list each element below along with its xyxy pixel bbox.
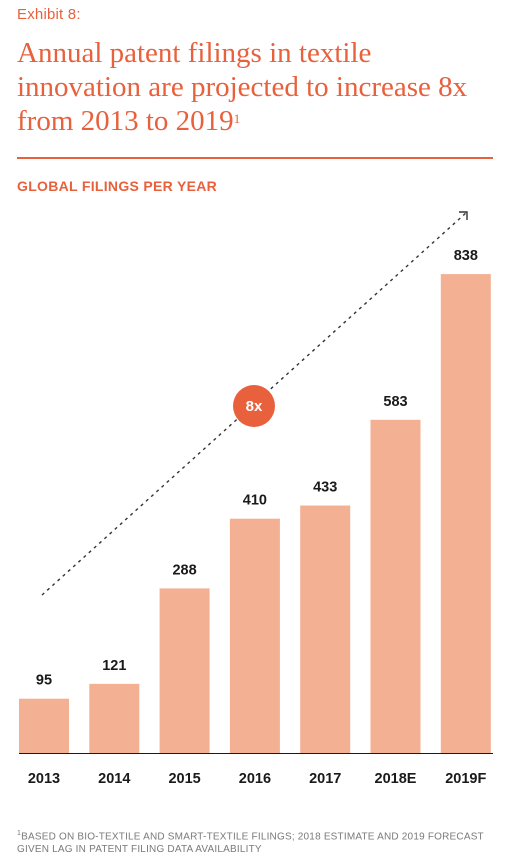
- x-tick-label: 2019F: [445, 771, 486, 787]
- data-label: 288: [172, 562, 196, 578]
- data-label: 410: [243, 493, 267, 509]
- data-label: 95: [36, 673, 52, 689]
- x-tick-label: 2016: [239, 771, 271, 787]
- bar-2017: [300, 505, 351, 753]
- x-tick-label: 2015: [168, 771, 200, 787]
- title-footnote-mark: 1: [233, 111, 241, 126]
- data-label: 838: [454, 248, 478, 264]
- growth-badge-label: 8x: [246, 398, 263, 415]
- chart-subtitle: GLOBAL FILINGS PER YEAR: [17, 178, 218, 194]
- bar-chart: 95 2013 121 2014 288 2015 410 2016 433 2017 583 201…: [19, 211, 493, 787]
- footnote-mark: 1: [17, 830, 22, 837]
- bar-2016: [229, 518, 280, 753]
- data-label: 583: [383, 394, 407, 410]
- trend-arrow-head: [459, 211, 468, 220]
- title-text: Annual patent filings in textile innovat…: [17, 37, 468, 137]
- x-tick-label: 2017: [309, 771, 341, 787]
- footnote: 1BASED ON BIO-TEXTILE AND SMART-TEXTILE …: [17, 827, 497, 856]
- bar-2015: [159, 588, 210, 753]
- title-divider: [17, 157, 493, 159]
- x-tick-label: 2014: [98, 771, 130, 787]
- footnote-text: BASED ON BIO-TEXTILE AND SMART-TEXTILE F…: [17, 831, 484, 856]
- growth-badge: [233, 385, 275, 427]
- data-label: 121: [102, 658, 126, 674]
- bar-2014: [89, 683, 140, 753]
- trend-arrow-line: [41, 211, 468, 596]
- x-tick-label: 2018E: [375, 771, 417, 787]
- page-title: Annual patent filings in textile innovat…: [17, 36, 502, 138]
- data-label: 433: [313, 480, 337, 496]
- exhibit-label: Exhibit 8:: [17, 6, 81, 23]
- bar-2019F: [440, 274, 491, 753]
- bar-2013: [19, 698, 69, 753]
- x-tick-label: 2013: [28, 771, 60, 787]
- bar-2018E: [370, 419, 421, 753]
